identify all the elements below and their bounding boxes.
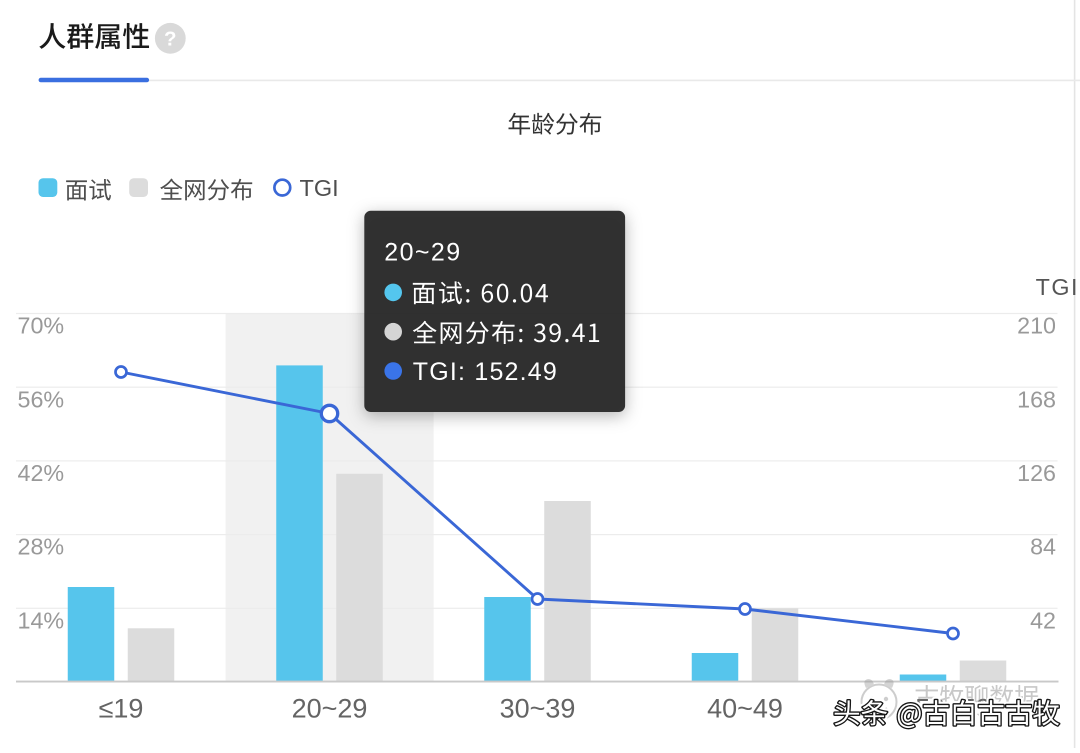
svg-text:30~39: 30~39: [500, 694, 576, 724]
svg-text:42: 42: [1030, 607, 1056, 633]
svg-text:TGI: 152.49: TGI: 152.49: [413, 358, 558, 386]
svg-text:40~49: 40~49: [707, 694, 783, 724]
svg-text:42%: 42%: [18, 460, 65, 486]
svg-text:TGI: TGI: [300, 175, 339, 201]
svg-text:168: 168: [1017, 386, 1056, 412]
svg-text:70%: 70%: [18, 313, 65, 339]
svg-text:?: ?: [164, 28, 177, 51]
svg-text:20~29: 20~29: [292, 694, 368, 724]
svg-text:210: 210: [1017, 313, 1056, 339]
svg-text:≤19: ≤19: [99, 694, 144, 724]
svg-text:56%: 56%: [18, 386, 65, 412]
svg-text:84: 84: [1030, 534, 1056, 560]
svg-text:28%: 28%: [18, 534, 65, 560]
svg-text:14%: 14%: [18, 607, 65, 633]
svg-text:126: 126: [1017, 460, 1056, 486]
svg-text:TGI: TGI: [1036, 274, 1079, 300]
svg-text:20~29: 20~29: [384, 238, 461, 266]
